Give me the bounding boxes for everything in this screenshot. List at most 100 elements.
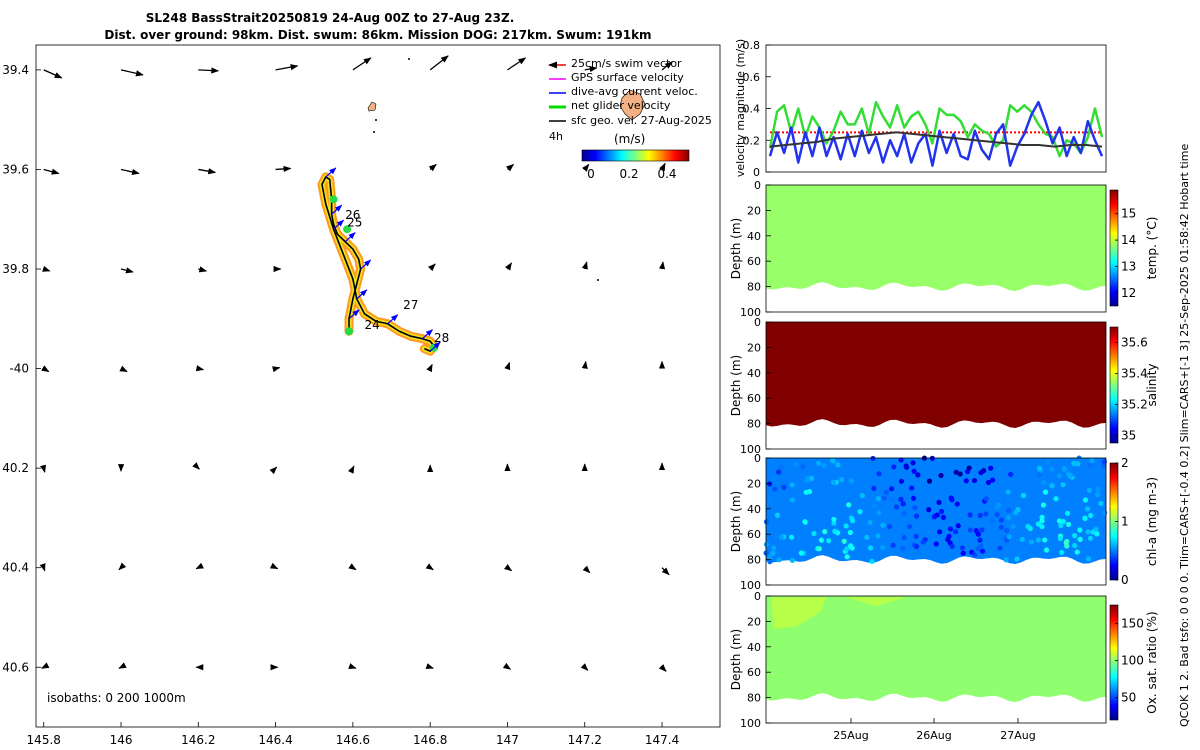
map-panel: 145.8 146 146.2 146.4 146.6 146.8 147 147.2 147.… (2, 44, 721, 747)
day-label: 27 (403, 298, 418, 312)
chl-sample (804, 478, 810, 484)
chl-sample (879, 544, 886, 551)
chl-sample (957, 471, 963, 477)
depth-tick-label: 80 (747, 692, 761, 705)
chl-sample (898, 478, 905, 484)
chl-sample (844, 546, 850, 552)
chl-sample (1057, 535, 1063, 542)
velocity-arrow (120, 168, 140, 175)
chl-sample (1042, 537, 1048, 543)
chl-sample (912, 505, 918, 511)
section-colorbar (1109, 326, 1119, 444)
velocity-arrow (118, 662, 127, 669)
section-fill (766, 185, 1106, 291)
chl-sample (898, 496, 904, 502)
chl-sample (967, 527, 973, 533)
section-axes-box (765, 184, 1107, 313)
chl-sample (959, 545, 965, 551)
chl-sample (1049, 483, 1055, 489)
chl-sample (1071, 460, 1077, 466)
chl-sample (985, 479, 992, 486)
chl-sample (1039, 523, 1045, 530)
velocity-arrow (506, 163, 515, 172)
chl-sample (954, 501, 960, 507)
chl-sample (808, 475, 815, 481)
chl-sample (804, 462, 811, 468)
chl-sample (988, 465, 994, 471)
chl-sample (1056, 473, 1062, 479)
chl-sample (907, 523, 913, 530)
chl-sample (949, 543, 955, 550)
chl-sample (826, 538, 832, 544)
colorbar-tick-1: 0.2 (619, 167, 638, 181)
chl-sample (766, 481, 773, 487)
depth-tick-label: 60 (747, 392, 761, 405)
map-legend: 25cm/s swim vector GPS surface velocity … (548, 57, 712, 181)
velocity-arrow (198, 168, 217, 175)
chl-sample (776, 557, 782, 563)
chl-sample (1036, 465, 1043, 472)
chl-sample (816, 546, 822, 552)
chl-sample (1005, 489, 1011, 495)
map-y-tick-label: 40.4 (2, 561, 29, 575)
legend-gps: GPS surface velocity (549, 71, 684, 84)
chl-sample (1087, 535, 1094, 541)
figure-title-line2: Dist. over ground: 98km. Dist. swum: 86k… (104, 28, 651, 42)
chl-sample (849, 545, 855, 551)
svg-text:dive-avg current veloc.: dive-avg current veloc. (571, 85, 698, 98)
velocity-arrow (584, 65, 598, 73)
section-axes-box (765, 321, 1107, 450)
dive-current-arrow (344, 232, 356, 243)
chl-sample (1098, 500, 1104, 506)
section-salinity: 0 20 40 60 80 100 Depth (m) 35 35.2 35.4 35.6 salin… (729, 316, 1159, 456)
velocity-arrow (43, 168, 60, 175)
chl-sample (1006, 534, 1013, 540)
day-label: 24 (364, 318, 379, 332)
velocity-arrow (352, 57, 372, 71)
chl-sample (1093, 526, 1099, 532)
chl-sample (997, 545, 1003, 551)
chl-sample (1094, 492, 1101, 498)
colorbar-tick-label: 50 (1121, 691, 1136, 705)
chl-sample (789, 497, 796, 503)
chl-sample (1035, 537, 1042, 543)
chl-sample (1095, 486, 1101, 493)
depth-tick-label: 0 (754, 452, 761, 465)
chl-sample (915, 472, 921, 478)
chl-sample (1087, 463, 1093, 469)
dive-current-arrow (331, 204, 343, 215)
chl-sample (1077, 536, 1083, 543)
chl-sample (940, 514, 946, 520)
chl-sample (910, 495, 917, 501)
velocity-arrow (661, 567, 670, 576)
map-y-tick-label: 40.6 (2, 660, 29, 674)
depth-ylabel: Depth (m) (729, 355, 743, 416)
chl-sample (775, 469, 782, 475)
colorbar-tick-2: 0.4 (657, 167, 676, 181)
isobath-label: isobaths: 0 200 1000m (47, 691, 186, 705)
section-oxygen-saturation: 0 20 40 60 80 100 Depth (m) 50 100 150 Ox. sat. ra… (729, 590, 1159, 742)
chl-sample (933, 541, 939, 547)
dive-current-arrow (333, 219, 345, 230)
section-axes-box (765, 595, 1107, 724)
colorbar-tick-label: 35.6 (1121, 335, 1148, 349)
chl-sample (789, 557, 796, 563)
section-chlorophyll-a: 0 20 40 60 80 100 Depth (m) 0 1 2 chl-a (mg m-3) (729, 452, 1159, 592)
chl-sample (966, 465, 972, 471)
depth-tick-label: 40 (747, 367, 761, 380)
depth-tick-label: 0 (754, 179, 761, 192)
chl-sample (1043, 547, 1050, 553)
velocity-arrow (195, 365, 205, 372)
chl-sample (890, 542, 896, 548)
colorbar-unit: (m/s) (614, 132, 645, 146)
chl-sample (1036, 472, 1042, 478)
colorbar-tick-label: 35.2 (1121, 397, 1148, 411)
legend-scale-time: 4h (549, 130, 563, 143)
chl-sample (802, 519, 808, 525)
dive-current-arrow (422, 329, 433, 340)
depth-tick-label: 20 (747, 204, 761, 217)
chl-sample (818, 537, 825, 543)
depth-tick-label: 60 (747, 528, 761, 541)
